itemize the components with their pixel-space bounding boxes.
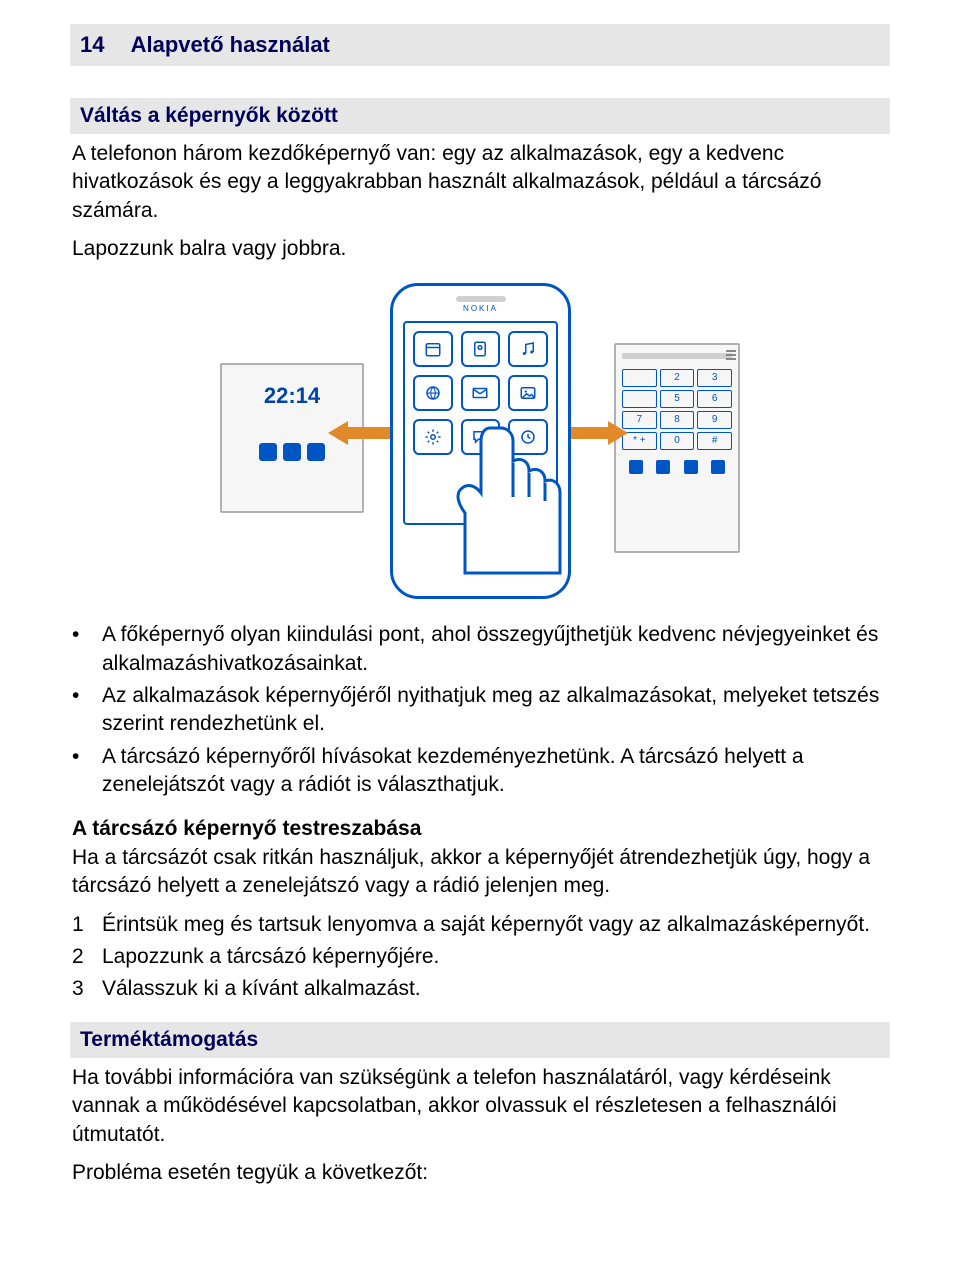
small-icon [307,443,325,461]
illustration-container: 22:14 2 3 5 6 7 8 9 [70,283,890,593]
small-icon [684,460,698,474]
keypad-key: 2 [660,369,695,387]
illus-keypad: 2 3 5 6 7 8 9 * + 0 # [622,369,732,450]
phone-brand: NOKIA [393,304,568,315]
bullet-item: • A tárcsázó képernyőről hívásokat kezde… [72,743,888,800]
swipe-instruction: Lapozzunk balra vagy jobbra. [70,235,890,263]
phone-earpiece [456,296,506,302]
keypad-key: 3 [697,369,732,387]
small-icon [656,460,670,474]
keypad-key: 6 [697,390,732,408]
illus-bottom-icons [622,460,732,474]
step-number: 2 [72,943,102,971]
keypad-key [622,390,657,408]
keypad-key: 9 [697,411,732,429]
document-page: 14 Alapvető használat Váltás a képernyők… [0,0,960,1237]
bullet-list: • A főképernyő olyan kiindulási pont, ah… [70,621,890,799]
app-mail-icon [461,375,501,411]
illus-left-icons [259,443,325,461]
keypad-key: 8 [660,411,695,429]
bullet-item: • Az alkalmazások képernyőjéről nyithatj… [72,682,888,739]
illus-phone: NOKIA [390,283,571,599]
section2-body: Ha a tárcsázót csak ritkán használjuk, a… [72,846,870,897]
keypad-key: 5 [660,390,695,408]
app-calendar-icon [413,331,453,367]
intro-paragraph: A telefonon három kezdőképernyő van: egy… [70,140,890,225]
step-number: 1 [72,911,102,939]
header-section-title: Alapvető használat [131,32,330,57]
step-item: 3 Válasszuk ki a kívánt alkalmazást. [72,975,888,1003]
section2-title: A tárcsázó képernyő testreszabása [72,817,421,840]
step-number: 3 [72,975,102,1003]
keypad-key: 0 [660,432,695,450]
step-text: Lapozzunk a tárcsázó képernyőjére. [102,943,439,971]
bullet-item: • A főképernyő olyan kiindulási pont, ah… [72,621,888,678]
phone-screen [403,321,558,525]
step-item: 2 Lapozzunk a tárcsázó képernyőjére. [72,943,888,971]
step-text: Válasszuk ki a kívánt alkalmazást. [102,975,421,1003]
section3-footer: Probléma esetén tegyük a következőt: [70,1159,890,1187]
bullet-marker: • [72,621,102,678]
section-title-support: Terméktámogatás [70,1022,890,1058]
keypad-key: # [697,432,732,450]
app-contacts-icon [461,331,501,367]
step-item: 1 Érintsük meg és tartsuk lenyomva a saj… [72,911,888,939]
small-icon [283,443,301,461]
bullet-text: A főképernyő olyan kiindulási pont, ahol… [102,621,888,678]
swipe-illustration: 22:14 2 3 5 6 7 8 9 [220,283,740,593]
hand-icon [395,423,595,593]
small-icon [711,460,725,474]
illus-right-panel: 2 3 5 6 7 8 9 * + 0 # [614,343,740,553]
section3-body: Ha további információra van szükségünk a… [70,1064,890,1149]
page-number: 14 [80,32,104,57]
numbered-steps: 1 Érintsük meg és tartsuk lenyomva a saj… [70,911,890,1004]
illus-input-bar [622,353,732,359]
small-icon [259,443,277,461]
page-header-bar: 14 Alapvető használat [70,24,890,66]
illus-clock: 22:14 [264,381,320,411]
app-globe-icon [413,375,453,411]
keypad-key [622,369,657,387]
app-music-icon [508,331,548,367]
section-title-switch-screens: Váltás a képernyők között [70,98,890,134]
bullet-text: A tárcsázó képernyőről hívásokat kezdemé… [102,743,888,800]
small-icon [629,460,643,474]
bullet-marker: • [72,682,102,739]
app-image-icon [508,375,548,411]
bullet-marker: • [72,743,102,800]
section2-paragraph: A tárcsázó képernyő testreszabása Ha a t… [70,815,890,900]
bullet-text: Az alkalmazások képernyőjéről nyithatjuk… [102,682,888,739]
step-text: Érintsük meg és tartsuk lenyomva a saját… [102,911,870,939]
